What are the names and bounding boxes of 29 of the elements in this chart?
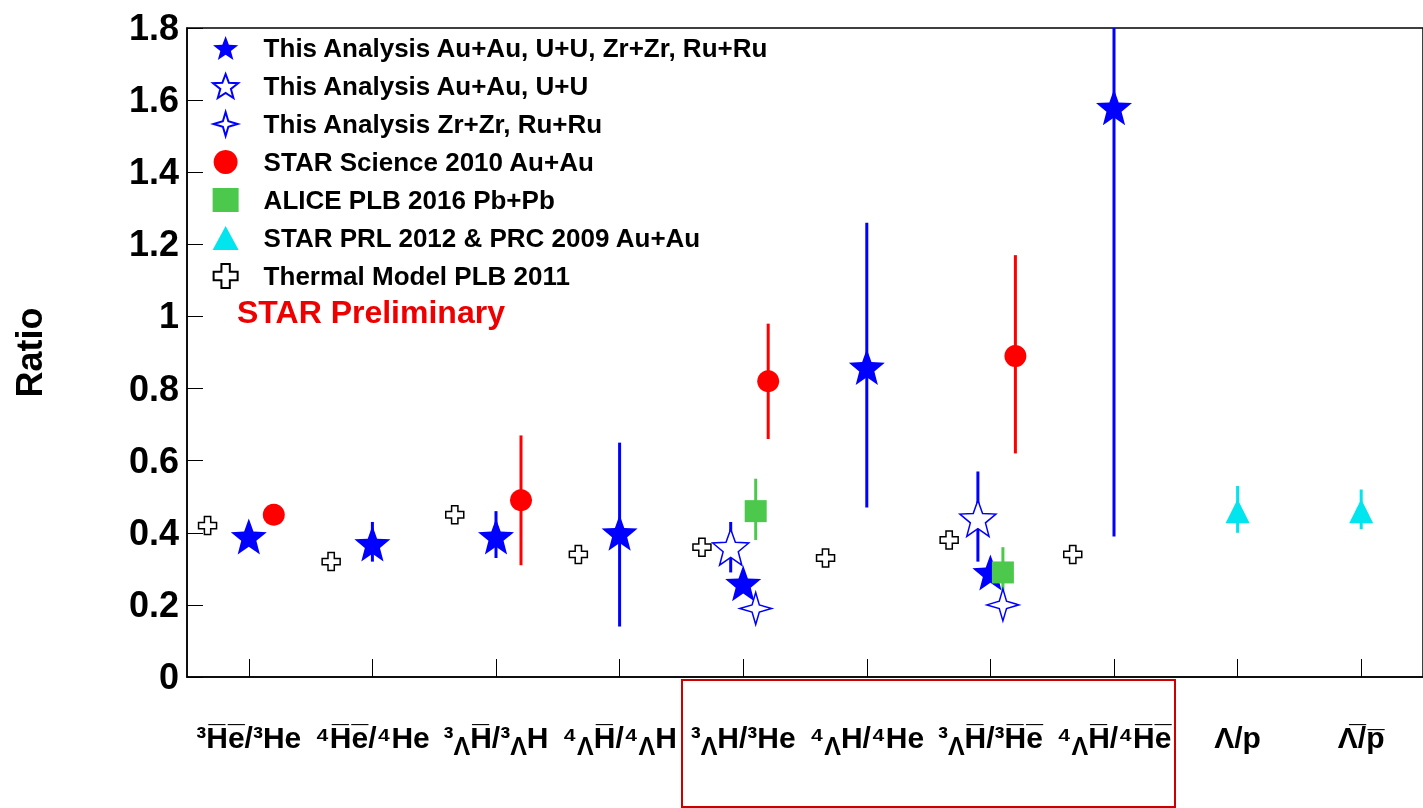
y-tick-label: 1: [158, 295, 179, 337]
x-tick-label: Λ/p: [1213, 720, 1262, 756]
legend-label: ALICE PLB 2016 Pb+Pb: [263, 185, 555, 215]
legend-label: Thermal Model PLB 2011: [263, 261, 570, 291]
y-tick-label: 0: [158, 656, 179, 697]
x-tick-label: ³$_{Λ}$H/³He: [689, 720, 797, 762]
y-tick-label: 1.6: [128, 79, 179, 121]
y-tick-label: 1.4: [128, 151, 179, 193]
y-tick-label: 0.8: [128, 367, 179, 409]
y-tick-label: 1.2: [128, 223, 179, 265]
x-tick-label: ³H̅e̅/³He: [195, 720, 303, 756]
x-tick-label: ³$_{Λ}$H̅/³H̅e̅: [936, 720, 1045, 762]
x-tick-label: ⁴$_{Λ}$H̅/⁴$_{Λ}$H: [561, 720, 678, 762]
x-tick-label: Λ̅/p̅: [1336, 720, 1386, 756]
legend-label: This Analysis Zr+Zr, Ru+Ru: [263, 109, 603, 139]
y-tick-label: 1.8: [128, 7, 179, 48]
y-tick-label: 0.2: [128, 583, 179, 625]
x-tick-label: ⁴$_{Λ}$H̅/⁴H̅e̅: [1055, 720, 1173, 762]
legend-label: STAR Science 2010 Au+Au: [263, 147, 594, 177]
annotation: STAR Preliminary: [237, 294, 506, 330]
legend-label: This Analysis Au+Au, U+U, Zr+Zr, Ru+Ru: [263, 33, 768, 63]
y-tick-label: 0.6: [128, 439, 179, 481]
x-tick-label: ⁴$_{Λ}$H/⁴He: [808, 720, 926, 762]
x-tick-label: ³$_{Λ}$H̅/³$_{Λ}$H: [442, 720, 550, 762]
y-tick-label: 0.4: [128, 511, 179, 553]
legend-label: This Analysis Au+Au, U+U: [263, 71, 589, 101]
y-axis-title: Ratio: [8, 307, 50, 398]
x-tick-label: ⁴H̅e̅/⁴He: [314, 720, 431, 756]
legend-label: STAR PRL 2012 & PRC 2009 Au+Au: [263, 223, 701, 253]
